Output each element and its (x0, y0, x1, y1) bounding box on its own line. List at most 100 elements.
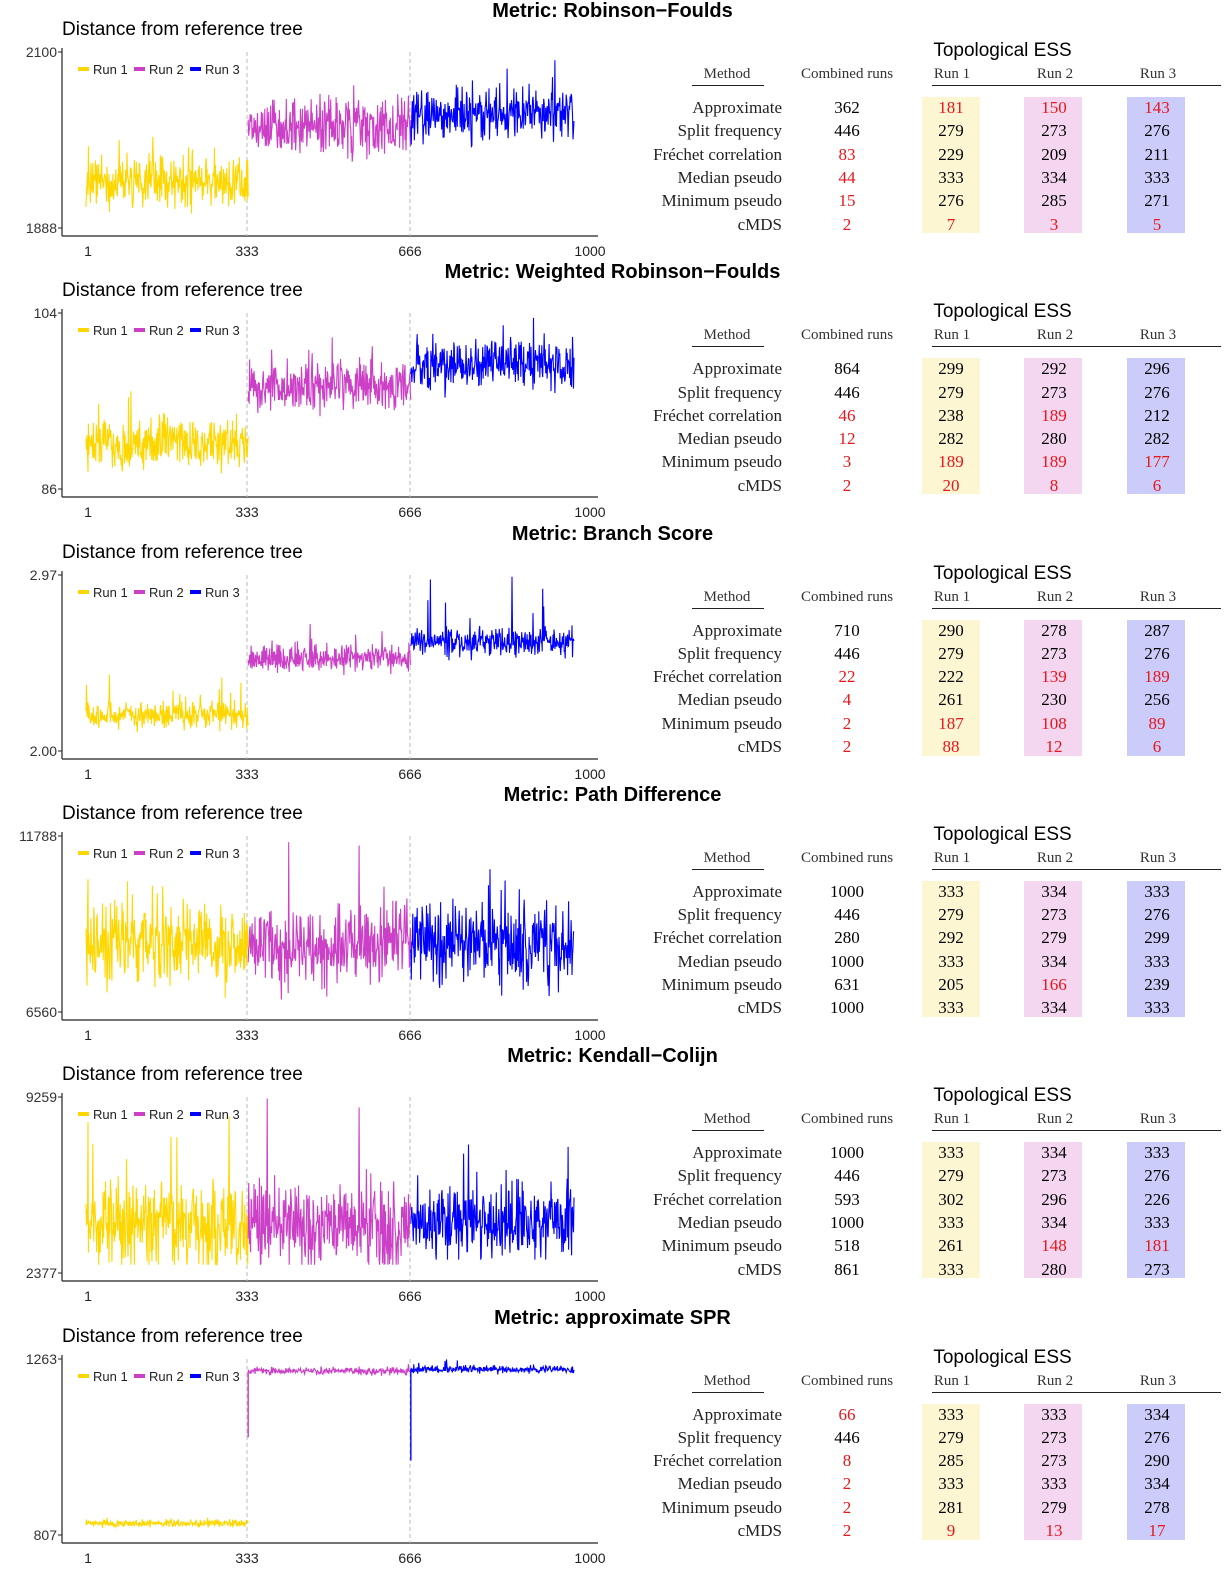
x-tick-label: 1 (84, 1027, 92, 1043)
panel-3: Metric: Branch Score Distance from refere… (0, 523, 1225, 784)
ess-value: 287 (1144, 620, 1170, 640)
ess-value: 446 (834, 1427, 860, 1447)
ess-value: 280 (1041, 1259, 1067, 1279)
ess-value: 285 (938, 1451, 964, 1471)
ess-value: 333 (938, 1474, 964, 1494)
ess-value: 279 (1041, 1497, 1067, 1517)
legend-swatch-2 (134, 589, 145, 594)
ess-value: 177 (1144, 452, 1170, 472)
header-rule-runs (932, 607, 1221, 609)
ess-value: 88 (942, 737, 960, 757)
ess-value: 279 (938, 643, 964, 663)
line-chart: Distance from reference tree 2.97 2.00 1 333… (30, 542, 606, 782)
method-name: Minimum pseudo (661, 975, 782, 995)
legend-swatch-2 (134, 850, 145, 855)
header-run-2: Run 2 (1036, 1111, 1074, 1128)
method-name: Median pseudo (677, 167, 782, 187)
legend-label: Run 1 (93, 1369, 128, 1384)
y-axis-title: Distance from reference tree (62, 19, 303, 40)
ess-value: 334 (1041, 951, 1067, 971)
ess-value: 8 (1049, 475, 1059, 495)
legend-label: Run 3 (205, 323, 240, 338)
header-method: Method (703, 327, 751, 344)
header-method: Method (703, 66, 751, 82)
ess-value: 189 (1041, 405, 1067, 425)
legend-label: Run 1 (93, 846, 128, 861)
ess-value: 44 (838, 167, 856, 187)
ess-value: 12 (1045, 737, 1063, 757)
header-rule-method (692, 607, 764, 609)
legend-label: Run 2 (149, 846, 184, 861)
ess-table: Topological ESS Method Combined runs Run 1 R… (640, 299, 1225, 529)
header-run-3: Run 3 (1139, 66, 1177, 82)
ess-value: 211 (1144, 144, 1170, 164)
x-tick-label: 1000 (574, 766, 605, 782)
ess-value: 150 (1041, 98, 1067, 117)
series-line-1 (85, 1517, 249, 1529)
method-name: Fréchet correlation (653, 405, 782, 425)
ess-value: 333 (938, 167, 964, 187)
method-name: cMDS (737, 1259, 782, 1279)
line-chart: Distance from reference tree 11788 6560 1 33… (19, 803, 606, 1043)
panel-title: Metric: approximate SPR (494, 1306, 731, 1329)
ess-value: 631 (834, 975, 860, 995)
run2-column-band (1024, 880, 1082, 1017)
x-tick-label: 666 (398, 504, 422, 520)
method-name: Fréchet correlation (653, 1189, 782, 1209)
legend-label: Run 1 (93, 1107, 128, 1122)
legend-label: Run 1 (93, 585, 128, 600)
ess-value: 166 (1041, 975, 1067, 995)
ess-value: 209 (1041, 144, 1067, 164)
method-name: Approximate (692, 98, 782, 117)
run3-column-band (1127, 97, 1185, 233)
run3-column-band (1127, 1403, 1185, 1540)
ess-value: 334 (1144, 1404, 1170, 1424)
method-name: cMDS (737, 737, 782, 757)
header-method: Method (703, 1372, 751, 1389)
series-line-3 (410, 576, 575, 660)
series-line-2 (247, 623, 412, 675)
ess-value: 333 (938, 881, 964, 901)
method-name: cMDS (737, 475, 782, 495)
ess-value: 334 (1041, 881, 1067, 901)
x-tick-label: 1000 (574, 1550, 605, 1566)
table-title: Topological ESS (933, 823, 1072, 845)
ess-value: 334 (1041, 1213, 1067, 1233)
ess-value: 333 (1144, 951, 1170, 971)
table-title: Topological ESS (933, 1346, 1072, 1368)
ess-value: 7 (946, 214, 956, 234)
ess-value: 292 (938, 928, 964, 948)
y-tick-label: 2.00 (30, 743, 57, 759)
ess-value: 46 (838, 405, 856, 425)
ess-value: 1000 (830, 998, 864, 1018)
method-name: Minimum pseudo (661, 191, 782, 211)
line-chart: Distance from reference tree 9259 2377 1 333… (26, 1064, 606, 1304)
ess-value: 518 (834, 1236, 860, 1256)
series-line-2 (247, 85, 412, 162)
header-rule-method (692, 346, 764, 348)
x-tick-label: 666 (398, 1288, 422, 1304)
ess-value: 8 (842, 1451, 852, 1471)
ess-value: 446 (834, 905, 860, 925)
y-tick-label: 2.97 (30, 567, 57, 583)
legend-swatch-2 (134, 1112, 145, 1117)
ess-value: 89 (1148, 713, 1166, 733)
x-tick-label: 666 (398, 766, 422, 782)
method-name: Minimum pseudo (661, 713, 782, 733)
ess-value: 273 (1041, 905, 1067, 925)
ess-value: 273 (1041, 1166, 1067, 1186)
y-tick-label: 6560 (26, 1004, 57, 1020)
ess-value: 362 (834, 98, 860, 117)
header-method: Method (703, 1111, 751, 1128)
y-tick-label: 2100 (26, 44, 57, 60)
method-name: Split frequency (677, 1427, 782, 1447)
legend-swatch-1 (78, 589, 89, 594)
ess-value: 333 (1041, 1404, 1067, 1424)
header-combined-runs: Combined runs (800, 327, 894, 344)
ess-value: 290 (1144, 1451, 1170, 1471)
legend-label: Run 3 (205, 846, 240, 861)
header-run-1: Run 1 (933, 849, 971, 866)
legend-swatch-2 (134, 328, 145, 333)
run2-column-band (1024, 97, 1082, 233)
